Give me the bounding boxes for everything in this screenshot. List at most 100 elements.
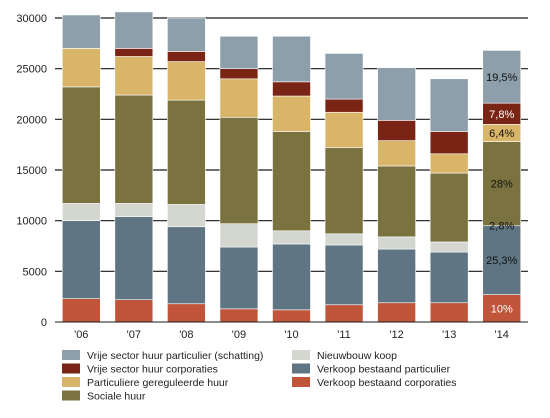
bar-group [219, 35, 259, 323]
bar-segment [114, 216, 154, 301]
bar-segment [272, 243, 311, 311]
bar-segment [272, 131, 311, 232]
bar-segment [167, 17, 206, 52]
bar-segment [324, 244, 364, 306]
bar-segment [324, 233, 364, 246]
legend-label: Sociale huur [87, 391, 146, 403]
legend-label: Verkoop bestaand corporaties [317, 377, 457, 389]
y-tick-label: 5000 [23, 266, 47, 278]
bar-segment [114, 56, 154, 96]
data-label: 10% [491, 303, 513, 315]
bar-segment [377, 165, 416, 238]
bar-group [482, 50, 522, 323]
bar-segment [429, 78, 469, 132]
bar-group [272, 35, 311, 323]
legend-label: Vrije sector huur corporaties [87, 364, 218, 376]
bar-group [377, 67, 416, 323]
bar-group [114, 11, 154, 323]
bar-segment [61, 298, 101, 323]
bar-segment [377, 302, 416, 323]
data-label: 19,5% [486, 72, 517, 84]
y-tick-label: 25000 [16, 64, 47, 76]
bar-segment [219, 35, 259, 69]
bar-segment [482, 225, 522, 295]
data-label: 7,8% [489, 109, 514, 121]
data-label: 28% [491, 179, 513, 191]
bar-segment [167, 303, 206, 323]
bar-segment [272, 81, 311, 97]
y-tick-label: 20000 [16, 114, 47, 126]
bar-segment [61, 48, 101, 88]
bar-group [61, 14, 101, 323]
legend-swatch [62, 363, 80, 374]
legend-swatch [292, 350, 310, 360]
x-tick-label: '07 [127, 329, 141, 341]
x-tick-label: '09 [232, 329, 246, 341]
bar-segment [377, 120, 416, 141]
legend-swatch [292, 363, 310, 374]
bar-group [167, 17, 206, 323]
bar-segment [324, 98, 364, 113]
bar-segment [272, 35, 311, 83]
bar-segment [61, 86, 101, 204]
bar-segment [324, 111, 364, 149]
legend-swatch [62, 350, 80, 360]
bar-segment [114, 203, 154, 217]
bar-segment [114, 48, 154, 57]
x-tick-label: '12 [389, 329, 403, 341]
legend-label: Vrije sector huur particulier (schatting… [87, 350, 263, 362]
bar-segment [219, 246, 259, 310]
bar-segment [167, 61, 206, 101]
bar-segment [482, 50, 522, 104]
bar-group [429, 78, 469, 323]
bar-segment [377, 140, 416, 167]
bar-segment [114, 11, 154, 49]
bar-segment [482, 141, 522, 227]
bar-segment [272, 95, 311, 132]
bar-segment [324, 147, 364, 235]
bar-segment [324, 304, 364, 323]
bar-segment [429, 153, 469, 174]
y-tick-label: 15000 [16, 165, 47, 177]
bar-segment [219, 117, 259, 225]
bar-segment [219, 223, 259, 248]
x-tick-label: '14 [495, 329, 509, 341]
bar-segment [114, 299, 154, 323]
y-tick-label: 10000 [16, 216, 47, 228]
bar-segment [429, 302, 469, 323]
bar-segment [219, 308, 259, 323]
bar-segment [324, 53, 364, 100]
bar-segment [219, 78, 259, 118]
legend-label: Particuliere gereguleerde huur [87, 377, 229, 389]
bar-group [324, 53, 364, 323]
bar-segment [167, 204, 206, 228]
bar-segment [167, 226, 206, 305]
legend-swatch [62, 377, 80, 387]
bar-segment [377, 236, 416, 250]
bar-segment [167, 51, 206, 62]
bar-segment [167, 99, 206, 205]
bar-segment [429, 131, 469, 155]
x-tick-label: '11 [337, 329, 351, 341]
legend-swatch [62, 390, 80, 401]
y-tick-label: 0 [41, 317, 47, 329]
bar-segment [272, 230, 311, 245]
x-tick-label: '06 [74, 329, 88, 341]
data-label: 6,4% [489, 128, 514, 140]
data-label: 2,8% [489, 221, 514, 233]
x-tick-label: '08 [179, 329, 193, 341]
bar-segment [272, 309, 311, 323]
y-tick-label: 30000 [16, 13, 47, 25]
bar-segment [429, 172, 469, 243]
legend-label: Nieuwbouw koop [317, 350, 397, 362]
legend-swatch [292, 377, 310, 387]
bar-segment [429, 251, 469, 304]
bar-segment [219, 68, 259, 80]
bar-segment [61, 14, 101, 49]
x-tick-label: '13 [442, 329, 456, 341]
bar-segment [429, 241, 469, 253]
bar-segment [377, 67, 416, 121]
bar-segment [377, 248, 416, 304]
